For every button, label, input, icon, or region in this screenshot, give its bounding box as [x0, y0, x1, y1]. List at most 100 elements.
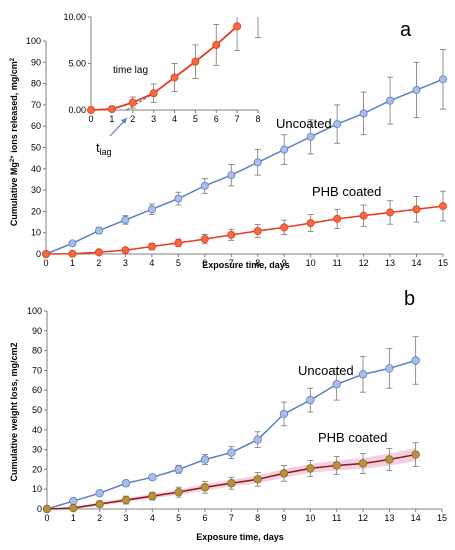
panel-a-y-tick-label: 50 [31, 143, 41, 153]
panel-b-phb-coated-point [121, 495, 131, 505]
inset-phb-coated-point [191, 57, 200, 66]
panel-b-phb-coated-point [227, 479, 236, 488]
panel-b-y-axis-title: Cumulative weight loss, mg/cm2 [9, 342, 19, 481]
panel-a-y-tick-label: 100 [26, 36, 41, 46]
panel-a-y-tick-label: 70 [31, 100, 41, 110]
panel-a-y-tick-label: 10 [31, 228, 41, 238]
panel-a-uncoated-point [94, 226, 103, 235]
inset-x-tick-label: 4 [172, 114, 177, 124]
panel-a-y-tick-label: 80 [31, 79, 41, 89]
panel-a-x-tick-label: 10 [306, 258, 316, 268]
panel-a-phb-coated-point [121, 246, 130, 255]
panel-a-y-axis-title: Cumulative Mg2+ ions released, mg/cm2 [9, 57, 19, 226]
panel-a-uncoated-point [227, 171, 236, 180]
panel-a-phb-coated-point [200, 235, 209, 244]
panel-a-x-axis-title: Exposure time, days [202, 260, 290, 270]
panel-b-letter: b [404, 288, 415, 310]
panel-b-phb-coated-point [69, 503, 78, 513]
panel-a-uncoated-line [45, 78, 444, 255]
inset-phb-coated-point [128, 98, 137, 107]
panel-b-phb-coated-point [411, 450, 420, 459]
panel-a-x-tick-label: 13 [385, 258, 395, 268]
panel-b-uncoated-point [95, 488, 104, 498]
inset-phb-coated-point [233, 22, 242, 31]
panel-b-x-tick-label: 3 [123, 513, 128, 523]
panel-b-y-tick-label: 10 [32, 484, 42, 494]
inset-x-tick-label: 5 [193, 114, 198, 124]
panel-a-y-tick-label: 0 [36, 249, 41, 259]
panel-a-y-tick-label: 20 [31, 206, 41, 216]
panel-b-tick-labels: 0 1 2 3 4 5 6 7 8 9 10 11 12 13 14 15010203040506070809… [27, 306, 447, 523]
panel-a-phb-coated-point [253, 226, 262, 235]
panel-b-x-tick-label: 5 [176, 513, 181, 523]
panel-b-uncoated-point [279, 409, 289, 419]
panel-b-uncoated-point [148, 473, 157, 482]
panel-a-phb-coated-point [68, 249, 77, 258]
panel-b-x-tick-label: 14 [411, 513, 421, 523]
panel-a-uncoated-point [280, 145, 289, 154]
panel-a-x-tick-label: 5 [176, 258, 181, 268]
panel-b-y-tick-label: 60 [32, 385, 42, 395]
panel-a-axes [43, 40, 444, 257]
panel-b-x-tick-label: 15 [437, 513, 447, 523]
panel-a-x-tick-label: 7 [229, 258, 234, 268]
inset-tlag-arrowhead [121, 118, 127, 124]
panel-a-y-tick-label: 90 [31, 57, 41, 67]
inset-x-tick-label: 1 [109, 114, 114, 124]
panel-b-points [42, 356, 420, 514]
inset-x-tick-label: 2 [130, 114, 135, 124]
panel-a-phb-coated-point [386, 208, 395, 217]
panel-b-x-tick-label: 7 [229, 513, 234, 523]
panel-a-points [42, 75, 447, 258]
panel-a-x-tick-label: 4 [149, 258, 154, 268]
panel-b-x-tick-label: 13 [384, 513, 394, 523]
panel-b-x-tick-label: 2 [97, 513, 102, 523]
panel-b-label-uncoated: Uncoated [298, 363, 354, 378]
panel-b-x-axis-title: Exposure time, days [196, 532, 284, 542]
panel-b-y-tick-label: 20 [32, 464, 42, 474]
panel-b-y-tick-label: 70 [32, 365, 42, 375]
inset-points [87, 22, 242, 115]
panel-a-lines [45, 78, 444, 255]
panel-a-y-tick-label: 30 [31, 185, 41, 195]
panel-b-uncoated-point [306, 395, 315, 405]
panel-b-phb-coated-point [148, 491, 157, 501]
panel-b-y-tick-label: 30 [32, 445, 42, 455]
panel-b-x-tick-label: 4 [150, 513, 155, 523]
panel-a-uncoated-point [386, 96, 395, 105]
panel-b-y-tick-label: 80 [32, 346, 42, 356]
panel-a-uncoated-point [333, 120, 342, 129]
inset-y-tick-label: 10.00 [63, 12, 86, 22]
panel-b-phb-coated-point [95, 499, 104, 509]
inset-y-tick-label: 0.00 [68, 105, 86, 115]
panel-a-x-tick-label: 6 [202, 258, 207, 268]
panel-a-phb-coated-point [280, 223, 289, 232]
panel-b-uncoated-point [385, 364, 394, 373]
inset-x-tick-label: 3 [151, 114, 156, 124]
inset-tlag-label: tlag [96, 140, 112, 157]
panel-b-band-layer [47, 448, 416, 509]
panel-a-phb-coated-point [333, 214, 342, 223]
panel-a-x-tick-label: 12 [359, 258, 369, 268]
panel-b-axes [44, 310, 443, 512]
panel-b-phb-coated-point [385, 455, 394, 464]
panel-b-y-tick-label: 50 [32, 405, 42, 415]
panel-a-x-tick-label: 9 [282, 258, 287, 268]
panel-b-uncoated-point [358, 370, 368, 379]
panel-a-uncoated-point [68, 239, 77, 248]
panel-a-phb-coated-point [306, 219, 315, 228]
panel-b-uncoated-point [253, 435, 262, 444]
inset-phb-coated-point [149, 89, 158, 98]
panel-a-phb-coated-point [147, 242, 156, 251]
panel-b-uncoated-point [69, 496, 78, 506]
panel-a-x-tick-label: 3 [123, 258, 128, 268]
panel-a-phb-coated-point [94, 248, 103, 257]
panel-a: 0 1 2 3 4 5 6 7 8 9 10 11 12 13 14 15010203040506070809… [9, 6, 448, 270]
panel-b-y-tick-label: 40 [32, 425, 42, 435]
panel-a-inset: 0 1 2 3 4 5 6 7 8 0.00 5.00 10.00 time lag tlag [63, 6, 272, 157]
panel-a-uncoated-point [147, 205, 156, 214]
panel-b-x-tick-label: 10 [305, 513, 315, 523]
panel-b-label-phb-coated: PHB coated [318, 430, 387, 445]
inset-phb-coated-point [212, 40, 221, 49]
panel-a-label-uncoated: Uncoated [276, 116, 332, 131]
